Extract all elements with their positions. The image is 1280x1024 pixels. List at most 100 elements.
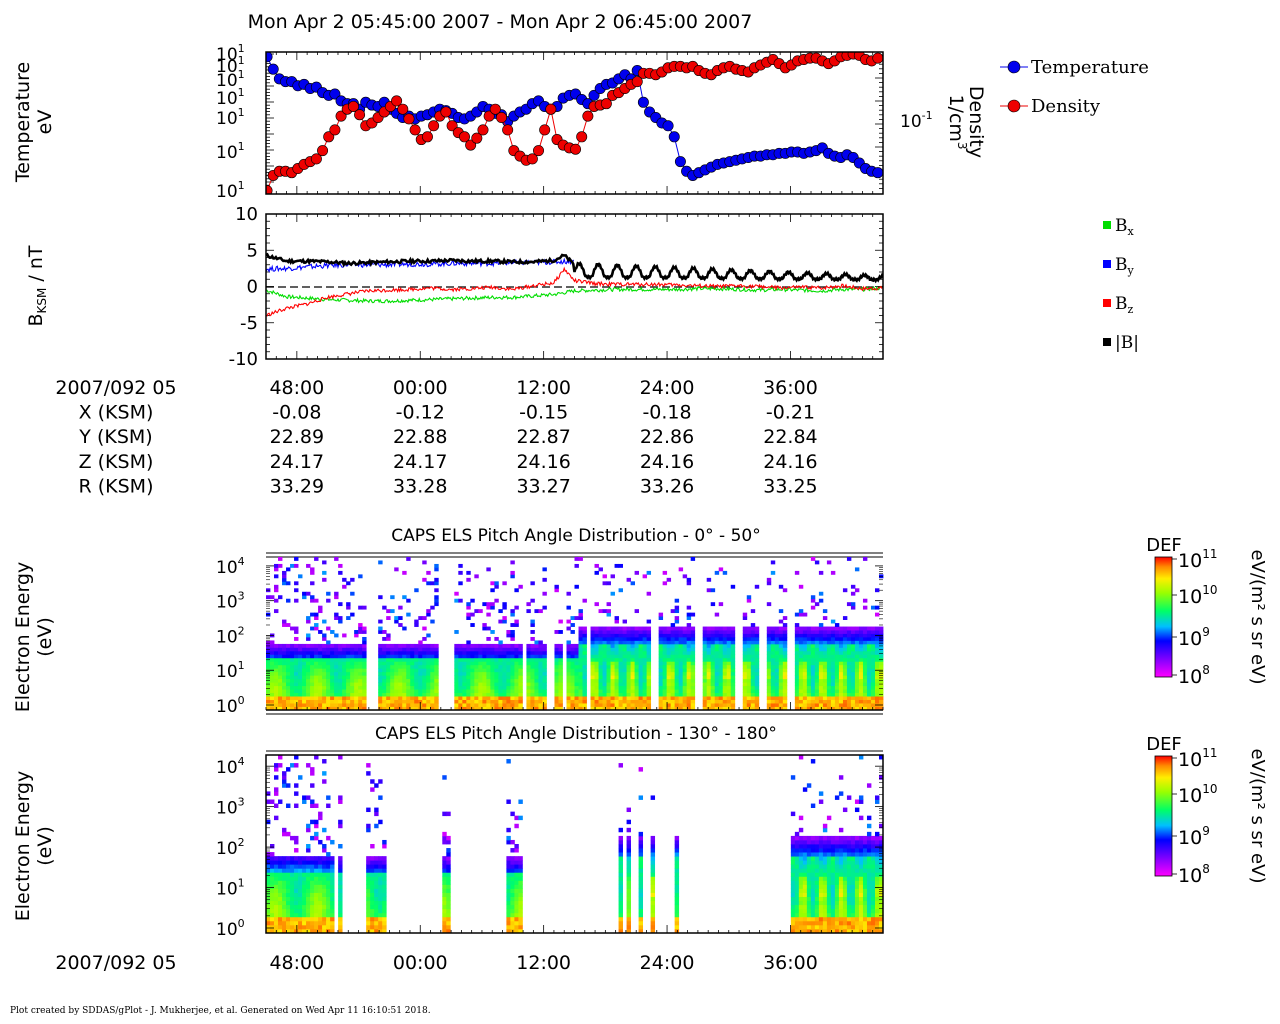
legend-temperature: Temperature <box>1031 57 1149 78</box>
pad2-xtick-2: 12:00 <box>516 952 571 974</box>
pad1-ylabel-2: (eV) <box>34 617 56 657</box>
density-point <box>465 139 477 151</box>
pad1-title: CAPS ELS Pitch Angle Distribution - 0° -… <box>391 526 760 546</box>
density-point <box>329 124 341 136</box>
pad1-colorbar-units: eV/(m² s sr eV) <box>1247 550 1268 685</box>
pad1-ytick-3: 103 <box>216 590 245 613</box>
ephem-row-label-3: Z (KSM) <box>79 451 154 473</box>
footer-credit: Plot created by SDDAS/gPlot - J. Mukherj… <box>10 1006 431 1016</box>
ephem-cell: 33.26 <box>640 475 694 497</box>
pad2-xtick-1: 00:00 <box>393 952 448 974</box>
density-point <box>582 110 594 122</box>
ephem-row-label-4: R (KSM) <box>79 475 154 497</box>
temperature-tick-3: 101 <box>216 86 245 109</box>
density-point <box>421 131 433 143</box>
ephem-cell: 48:00 <box>269 377 324 399</box>
legend-label-0: Bx <box>1115 216 1135 238</box>
temperature-tick-0: 101 <box>216 42 245 65</box>
pad2-xtick-3: 24:00 <box>640 952 695 974</box>
pad1-spectrogram <box>266 557 884 711</box>
density-tick-label: 10-1 <box>900 109 933 132</box>
density-point <box>570 143 582 155</box>
ephemeris-table: 2007/092 05 48:00 00:00 12:00 24:00 36:00 X (K… <box>55 377 817 497</box>
bfield-legend: Bx By Bz |B| <box>1103 216 1139 353</box>
density-axis-label: Density 1/cm3 <box>945 86 987 158</box>
pad1-panel: CAPS ELS Pitch Angle Distribution - 0° -… <box>12 526 1268 717</box>
legend-swatch-2 <box>1103 299 1111 307</box>
pad1-ytick-4: 104 <box>216 555 245 578</box>
pad2-colorbar-tick-0: 1011 <box>1178 746 1217 771</box>
temperature-point <box>674 156 686 168</box>
bfield-tick-0: 10 <box>235 204 258 225</box>
pad2-panel: CAPS ELS Pitch Angle Distribution - 130°… <box>12 724 1268 974</box>
legend-label-3: |B| <box>1115 333 1139 353</box>
bfield-tick-labels: 10 5 0 -5 -10 <box>229 204 258 370</box>
ephem-cell: 24.17 <box>393 451 447 473</box>
temperature-tick-5: 101 <box>216 140 245 163</box>
pad1-ticks <box>265 565 884 710</box>
ephem-cell: 24.16 <box>640 451 694 473</box>
pad1-ytick-1: 101 <box>216 659 245 682</box>
legend-swatch-0 <box>1103 221 1111 229</box>
bmag-line <box>266 252 883 284</box>
bfield-tick-3: -5 <box>240 313 258 334</box>
temperature-tick-2: 101 <box>216 68 245 91</box>
pad2-ytick-2: 102 <box>216 836 245 859</box>
density-point <box>347 100 359 112</box>
density-point <box>458 131 470 143</box>
bfield-tick-4: -10 <box>229 349 258 370</box>
legend-density-marker <box>1007 99 1021 113</box>
pad2-colorbar-tick-1: 1010 <box>1178 782 1217 807</box>
ephem-cell: 22.88 <box>393 426 447 448</box>
pad2-colorbar-units: eV/(m² s sr eV) <box>1247 749 1268 884</box>
pad1-colorbar-tick-2: 109 <box>1178 625 1210 650</box>
bz-line <box>266 266 883 317</box>
temperature-point <box>267 63 279 75</box>
density-point <box>440 106 452 118</box>
ephem-cell: 24.17 <box>270 451 324 473</box>
pad1-colorbar-scale <box>1154 556 1173 678</box>
density-point <box>576 131 588 143</box>
density-point <box>310 153 322 165</box>
ephem-cell: 22.87 <box>516 426 570 448</box>
pad2-title: CAPS ELS Pitch Angle Distribution - 130°… <box>375 724 777 744</box>
temperature-point <box>662 120 674 132</box>
density-point <box>471 132 483 144</box>
ephem-cell: -0.21 <box>766 402 815 424</box>
temperature-tick-4: 101 <box>216 106 245 129</box>
legend-density: Density <box>1031 96 1101 117</box>
moments-ticks <box>265 52 884 194</box>
ephem-cell: -0.08 <box>272 402 321 424</box>
ephem-cell: 24.16 <box>516 451 570 473</box>
pad2-ytick-0: 100 <box>216 917 245 940</box>
pad1-ytick-0: 100 <box>216 694 245 717</box>
density-point <box>446 120 458 132</box>
density-point <box>409 124 421 136</box>
bfield-tick-1: 5 <box>247 240 258 261</box>
density-point <box>526 153 538 165</box>
ephem-cell: 00:00 <box>393 377 448 399</box>
temperature-point <box>637 96 649 108</box>
ephem-cell: -0.18 <box>642 402 691 424</box>
pad1-colorbar-title: DEF <box>1146 535 1182 556</box>
bfield-panel: 10 5 0 -5 -10 BKSM / nT Bx By Bz |B| <box>25 204 1139 370</box>
density-point <box>335 110 347 122</box>
ephem-row-label-0: 2007/092 05 <box>55 377 176 399</box>
ephem-row-label-1: X (KSM) <box>79 402 154 424</box>
pad1-colorbar-tick-0: 1011 <box>1178 547 1217 572</box>
pad2-ylabel: Electron Energy (eV) <box>12 771 56 922</box>
bx-line <box>266 285 882 304</box>
bfield-tick-2: 0 <box>247 277 258 298</box>
density-point <box>600 98 612 110</box>
bfield-ticks <box>265 213 884 360</box>
pad2-ylabel-1: Electron Energy <box>12 771 34 922</box>
temperature-point <box>266 52 273 63</box>
density-point <box>391 95 403 107</box>
moments-legend: Temperature Density <box>1000 57 1149 117</box>
bfield-frame <box>265 213 884 360</box>
